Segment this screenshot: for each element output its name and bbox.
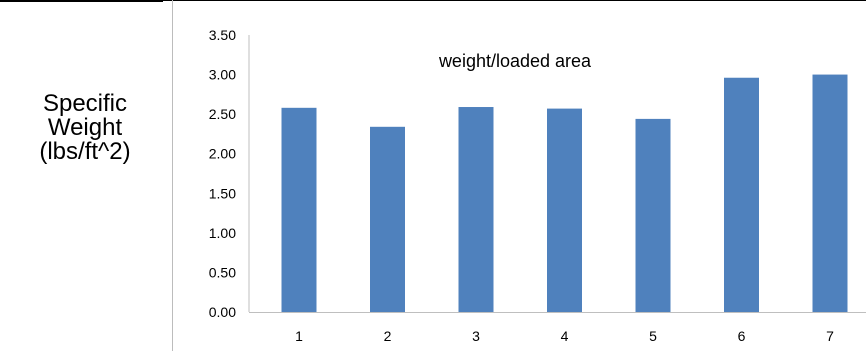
y-tick-label: 2.00 xyxy=(209,146,236,162)
row-label-line-1: Specific xyxy=(42,90,128,117)
row-label: Specific Weight (lbs/ft^2) xyxy=(0,92,170,164)
x-tick-label: 6 xyxy=(738,328,746,344)
bar xyxy=(812,74,848,312)
column-divider xyxy=(172,0,173,351)
bar xyxy=(281,107,317,312)
x-tick-label: 5 xyxy=(649,328,657,344)
bar xyxy=(458,107,494,313)
x-tick-label: 3 xyxy=(472,328,480,344)
y-tick-label: 0.50 xyxy=(209,264,236,280)
x-tick-label: 7 xyxy=(826,328,834,344)
row-label-line-3: (lbs/ft^2) xyxy=(39,138,131,165)
bar xyxy=(724,77,759,312)
row-label-line-2: Weight xyxy=(47,114,123,141)
x-tick-label: 2 xyxy=(384,328,392,344)
bar xyxy=(547,108,582,312)
bar xyxy=(370,126,405,312)
y-tick-label: 2.50 xyxy=(209,106,236,122)
x-tick-label: 1 xyxy=(295,328,303,344)
x-tick-label: 4 xyxy=(561,328,569,344)
y-tick-label: 3.00 xyxy=(209,67,236,83)
y-tick-label: 0.00 xyxy=(209,304,236,320)
y-tick-label: 3.50 xyxy=(209,27,236,43)
y-tick-label: 1.00 xyxy=(209,225,236,241)
top-border-line xyxy=(0,0,866,1)
chart-title: weight/loaded area xyxy=(438,51,592,71)
label-column-border xyxy=(0,0,163,2)
bar xyxy=(635,118,671,313)
y-tick-label: 1.50 xyxy=(209,185,236,201)
